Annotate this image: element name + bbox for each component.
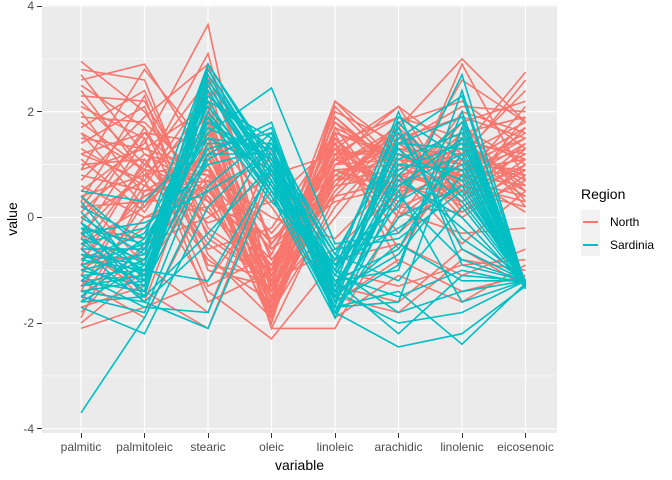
- series-line-sardinia: [80, 131, 527, 304]
- series-line-sardinia: [80, 88, 527, 287]
- y-tick-mark: [37, 216, 42, 218]
- y-tick-mark: [37, 111, 42, 113]
- series-line-sardinia: [80, 83, 527, 290]
- legend-title: Region: [581, 186, 626, 202]
- x-tick-label-arachidic: arachidic: [374, 440, 423, 454]
- x-tick-label-palmitoleic: palmitoleic: [116, 440, 173, 454]
- legend: Region North Sardinia: [581, 186, 654, 256]
- x-tick-mark: [525, 433, 526, 438]
- y-tick-mark: [37, 5, 42, 7]
- legend-key-icon: [581, 210, 600, 233]
- series-line-north: [80, 57, 527, 310]
- x-tick-mark: [398, 433, 399, 438]
- series-line-sardinia: [80, 115, 527, 315]
- legend-entry-north: North: [581, 210, 654, 233]
- x-axis-title: variable: [274, 457, 325, 473]
- x-tick-label-eicosenoic: eicosenoic: [497, 440, 554, 454]
- y-tick-label: -2: [23, 316, 34, 331]
- y-tick-label: -4: [23, 421, 34, 436]
- x-tick-label-oleic: oleic: [259, 440, 284, 454]
- x-tick-mark: [80, 433, 82, 438]
- x-tick-mark: [461, 433, 463, 438]
- legend-label: Sardinia: [610, 237, 655, 252]
- x-tick-label-stearic: stearic: [190, 440, 226, 454]
- series-line-sardinia: [80, 94, 526, 282]
- legend-key-line: [583, 243, 598, 246]
- plot-panel: [42, 5, 557, 433]
- x-tick-mark: [271, 433, 272, 438]
- y-tick-mark: [37, 322, 42, 324]
- series-line-sardinia: [80, 136, 527, 294]
- legend-key-line: [583, 220, 598, 223]
- y-tick-mark: [37, 428, 42, 430]
- x-tick-mark: [334, 433, 336, 438]
- legend-entry-sardinia: Sardinia: [581, 233, 654, 256]
- legend-key-icon: [581, 233, 600, 256]
- y-tick-label: 0: [27, 210, 34, 225]
- series-line-sardinia: [80, 125, 527, 309]
- x-tick-label-linolenic: linolenic: [440, 440, 484, 454]
- x-tick-label-palmitic: palmitic: [60, 440, 102, 454]
- series-line-sardinia: [80, 62, 527, 284]
- x-tick-label-linoleic: linoleic: [316, 440, 354, 454]
- y-tick-label: 2: [27, 104, 34, 119]
- x-tick-mark: [207, 433, 209, 438]
- legend-label: North: [610, 214, 640, 229]
- series-line-sardinia: [80, 100, 527, 288]
- y-tick-label: 4: [27, 0, 34, 14]
- x-tick-mark: [144, 433, 145, 438]
- legend-entries: North Sardinia: [581, 210, 654, 256]
- series-line-north: [80, 153, 526, 341]
